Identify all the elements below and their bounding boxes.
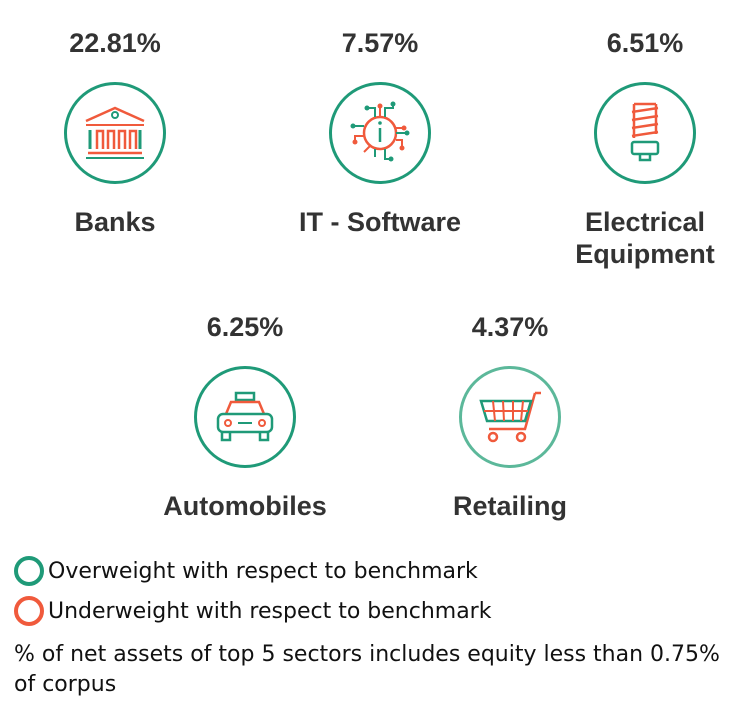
- sector-name: Automobiles: [163, 491, 327, 521]
- sector-retailing: 4.37% Retailing: [400, 310, 620, 522]
- sector-name: Banks: [74, 207, 156, 237]
- sector-name: Retailing: [452, 491, 567, 521]
- legend-overweight-label: Overweight with respect to benchmark: [48, 558, 478, 584]
- car-icon: [194, 366, 296, 468]
- sector-banks: 22.81% Banks: [5, 26, 225, 238]
- sector-name: IT - Software: [298, 207, 461, 237]
- circuit-chip-icon: [329, 82, 431, 184]
- legend-overweight: Overweight with respect to benchmark: [14, 556, 478, 586]
- shopping-cart-icon: [459, 366, 561, 468]
- sector-percent: 4.37%: [471, 312, 549, 342]
- sector-percent: 22.81%: [69, 28, 161, 58]
- footnote: % of net assets of top 5 sectors include…: [14, 642, 720, 697]
- bank-building-icon: [64, 82, 166, 184]
- legend-underweight: Underweight with respect to benchmark: [14, 596, 491, 626]
- green-circle-icon: [14, 556, 44, 586]
- sector-percent: 6.51%: [606, 28, 684, 58]
- sector-name: Electrical Equipment: [575, 207, 715, 269]
- sector-percent: 7.57%: [341, 28, 419, 58]
- sector-automobiles: 6.25% Automobiles: [135, 310, 355, 522]
- red-circle-icon: [14, 596, 44, 626]
- sector-it-software: 7.57% IT - Software: [270, 26, 490, 238]
- sector-electrical-equipment: 6.51% Electrical Equipment: [535, 26, 750, 270]
- legend-underweight-label: Underweight with respect to benchmark: [48, 598, 492, 624]
- light-bulb-icon: [594, 82, 696, 184]
- sector-percent: 6.25%: [206, 312, 284, 342]
